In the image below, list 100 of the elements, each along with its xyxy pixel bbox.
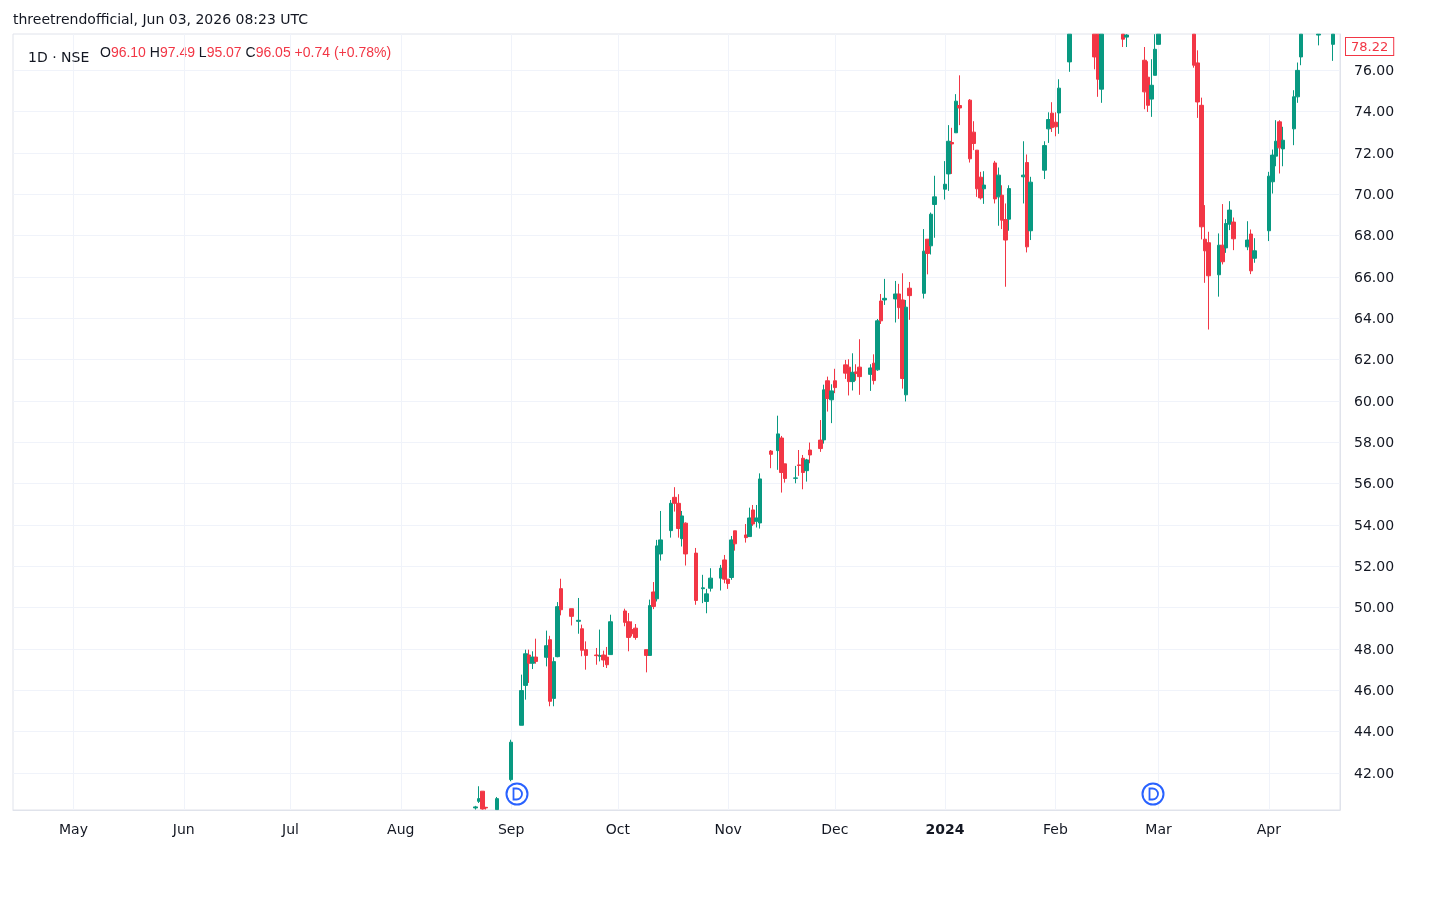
candlestick — [779, 435, 784, 494]
candlestick — [559, 578, 563, 616]
text: threetrendofficial, Jun 03, 2026 08:23 UTC — [13, 11, 309, 27]
candlestick — [922, 228, 926, 300]
candlestick — [733, 530, 737, 552]
y-tick-label: 62.00 — [1354, 351, 1395, 368]
text: 78.22 — [1351, 39, 1389, 54]
candlestick — [495, 796, 499, 811]
candlestick — [608, 614, 613, 656]
y-tick-label: 74.00 — [1354, 103, 1395, 120]
candlestick — [1249, 229, 1253, 275]
x-tick-label: Feb — [1042, 821, 1068, 837]
y-tick-label: 42.00 — [1354, 764, 1395, 781]
candlestick — [879, 293, 883, 325]
candlestick — [1231, 217, 1236, 251]
candlestick — [1021, 140, 1026, 204]
candlestick — [776, 415, 780, 471]
candlestick — [1099, 33, 1104, 104]
candlestick — [850, 352, 855, 391]
y-tick-label: 66.00 — [1354, 268, 1395, 285]
y-tick-label: 70.00 — [1354, 186, 1395, 203]
candlestick — [534, 638, 538, 665]
candlestick — [544, 630, 549, 667]
candlestick — [1281, 126, 1285, 167]
y-tick-label: 68.00 — [1354, 227, 1395, 244]
x-tick-label: Jun — [171, 821, 195, 837]
x-tick-label: Apr — [1256, 821, 1282, 837]
candlestick — [1299, 33, 1303, 66]
y-tick-label: 48.00 — [1354, 640, 1395, 657]
candlestick — [694, 547, 698, 606]
candlestick — [747, 507, 752, 538]
candlestick — [804, 458, 809, 483]
candlestick — [552, 656, 556, 707]
candlestick — [683, 521, 688, 567]
candlestick — [872, 353, 876, 385]
candlestick — [1046, 111, 1051, 144]
candlestick — [1331, 33, 1335, 62]
candlestick — [808, 442, 812, 464]
candlestick — [925, 238, 930, 275]
candlestick — [651, 581, 656, 610]
candlestick — [1121, 33, 1125, 48]
candlestick — [758, 472, 762, 530]
candlestick — [996, 167, 1001, 227]
candlestick — [633, 623, 638, 641]
candlestick — [648, 599, 652, 656]
candlestick — [530, 650, 535, 670]
candlestick — [669, 499, 673, 539]
candlestick — [1057, 78, 1061, 135]
candlestick — [626, 612, 631, 652]
x-tick-label: Mar — [1145, 821, 1173, 837]
candlestick — [1277, 119, 1282, 174]
y-tick-label: 46.00 — [1354, 682, 1395, 699]
y-tick-label: 44.00 — [1354, 723, 1395, 740]
candlestick — [882, 278, 887, 306]
candlestick — [950, 127, 954, 175]
y-tick-label: 56.00 — [1354, 475, 1395, 492]
candlestick — [801, 454, 805, 490]
candlestick — [954, 93, 958, 134]
candlestick — [473, 805, 478, 811]
candlestick — [1042, 140, 1047, 180]
candlestick — [982, 170, 986, 205]
candlestick — [875, 318, 880, 372]
candlestick — [793, 465, 798, 484]
candlestick — [868, 363, 873, 392]
candlestick — [569, 608, 574, 626]
candlestick — [833, 368, 837, 394]
candlestick — [598, 629, 602, 662]
candlestick — [644, 649, 649, 673]
candlestick — [968, 98, 972, 164]
candlestick — [1142, 46, 1147, 110]
candlestick — [509, 739, 513, 782]
candlestick — [907, 281, 912, 321]
candlestick — [708, 567, 713, 593]
candlestick — [719, 564, 723, 592]
candlestick — [1067, 33, 1072, 73]
candlestick — [822, 384, 826, 445]
x-tick-label: Aug — [387, 821, 415, 837]
candlestick — [751, 504, 755, 527]
candlestick — [1050, 101, 1054, 133]
candlestick — [1220, 203, 1225, 265]
y-tick-label: 64.00 — [1354, 310, 1395, 327]
candlestick — [769, 449, 773, 469]
candlestick — [1245, 220, 1250, 251]
text: 1D · NSE — [28, 49, 90, 65]
candlestick — [829, 383, 834, 424]
candlestick — [1252, 237, 1257, 264]
candlestick — [847, 358, 851, 396]
candlestick — [1028, 176, 1033, 241]
candlestick — [605, 646, 609, 669]
x-tick-label: May — [59, 821, 88, 837]
candlestick — [893, 280, 898, 323]
candlestick — [818, 419, 823, 453]
candlestick — [480, 790, 485, 811]
candlestick — [548, 635, 552, 707]
candlestick — [1007, 184, 1011, 232]
candlestick — [576, 597, 581, 635]
y-tick-label: 54.00 — [1354, 516, 1395, 533]
candlestick — [680, 510, 684, 548]
x-tick-label: 2024 — [925, 821, 965, 837]
candlestick — [904, 299, 908, 402]
